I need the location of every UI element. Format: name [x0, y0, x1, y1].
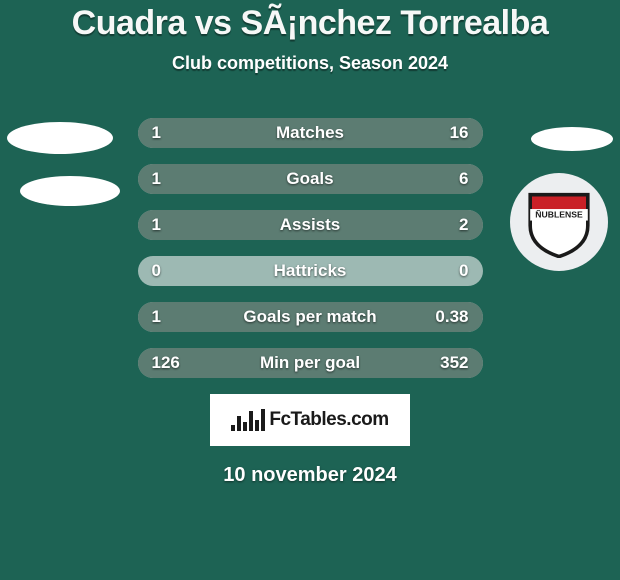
player-comparison-infographic: Cuadra vs SÃ¡nchez Torrealba Club compet… [0, 0, 620, 580]
logo-bar [237, 416, 241, 431]
comparison-title: Cuadra vs SÃ¡nchez Torrealba [72, 4, 549, 43]
stat-value-right: 0.38 [435, 307, 468, 327]
nublense-shield: ÑUBLENSE [523, 186, 595, 258]
stat-fill-right [200, 164, 483, 194]
fctables-badge: FcTables.com [210, 394, 410, 446]
stat-fill-left [138, 164, 200, 194]
stat-value-left: 1 [152, 215, 161, 235]
stat-row: 1 2 Assists [138, 210, 483, 240]
player1-avatar [7, 122, 113, 154]
fctables-bars-icon [231, 409, 265, 431]
logo-bar [255, 420, 259, 431]
stat-value-left: 1 [152, 123, 161, 143]
comparison-subtitle: Club competitions, Season 2024 [172, 53, 448, 74]
stat-value-right: 352 [440, 353, 468, 373]
stat-row: 126 352 Min per goal [138, 348, 483, 378]
player2-avatar [531, 127, 613, 151]
infographic-date: 10 november 2024 [223, 464, 396, 487]
stat-value-right: 16 [450, 123, 469, 143]
fctables-text: FcTables.com [269, 409, 388, 431]
stat-value-left: 0 [152, 261, 161, 281]
stat-label: Assists [280, 215, 340, 235]
stat-label: Hattricks [274, 261, 347, 281]
player1-club-badge [20, 176, 120, 206]
nublense-badge-ring: ÑUBLENSE [510, 173, 608, 271]
stat-label: Min per goal [260, 353, 360, 373]
stat-row: 0 0 Hattricks [138, 256, 483, 286]
svg-text:ÑUBLENSE: ÑUBLENSE [535, 210, 583, 220]
logo-bar [261, 409, 265, 431]
stat-value-left: 1 [152, 169, 161, 189]
logo-bar [231, 425, 235, 431]
stat-value-left: 1 [152, 307, 161, 327]
player2-club-badge: ÑUBLENSE [510, 173, 608, 271]
stat-row: 1 0.38 Goals per match [138, 302, 483, 332]
stat-value-right: 0 [459, 261, 468, 281]
stat-rows: 116Matches16Goals12Assists00Hattricks10.… [138, 118, 483, 378]
logo-bar [243, 422, 247, 431]
logo-bar [249, 411, 253, 431]
stat-value-right: 6 [459, 169, 468, 189]
stat-value-right: 2 [459, 215, 468, 235]
stat-value-left: 126 [152, 353, 180, 373]
stat-label: Goals per match [243, 307, 376, 327]
stat-row: 1 16 Matches [138, 118, 483, 148]
stat-label: Goals [286, 169, 333, 189]
stat-row: 1 6 Goals [138, 164, 483, 194]
stat-label: Matches [276, 123, 344, 143]
